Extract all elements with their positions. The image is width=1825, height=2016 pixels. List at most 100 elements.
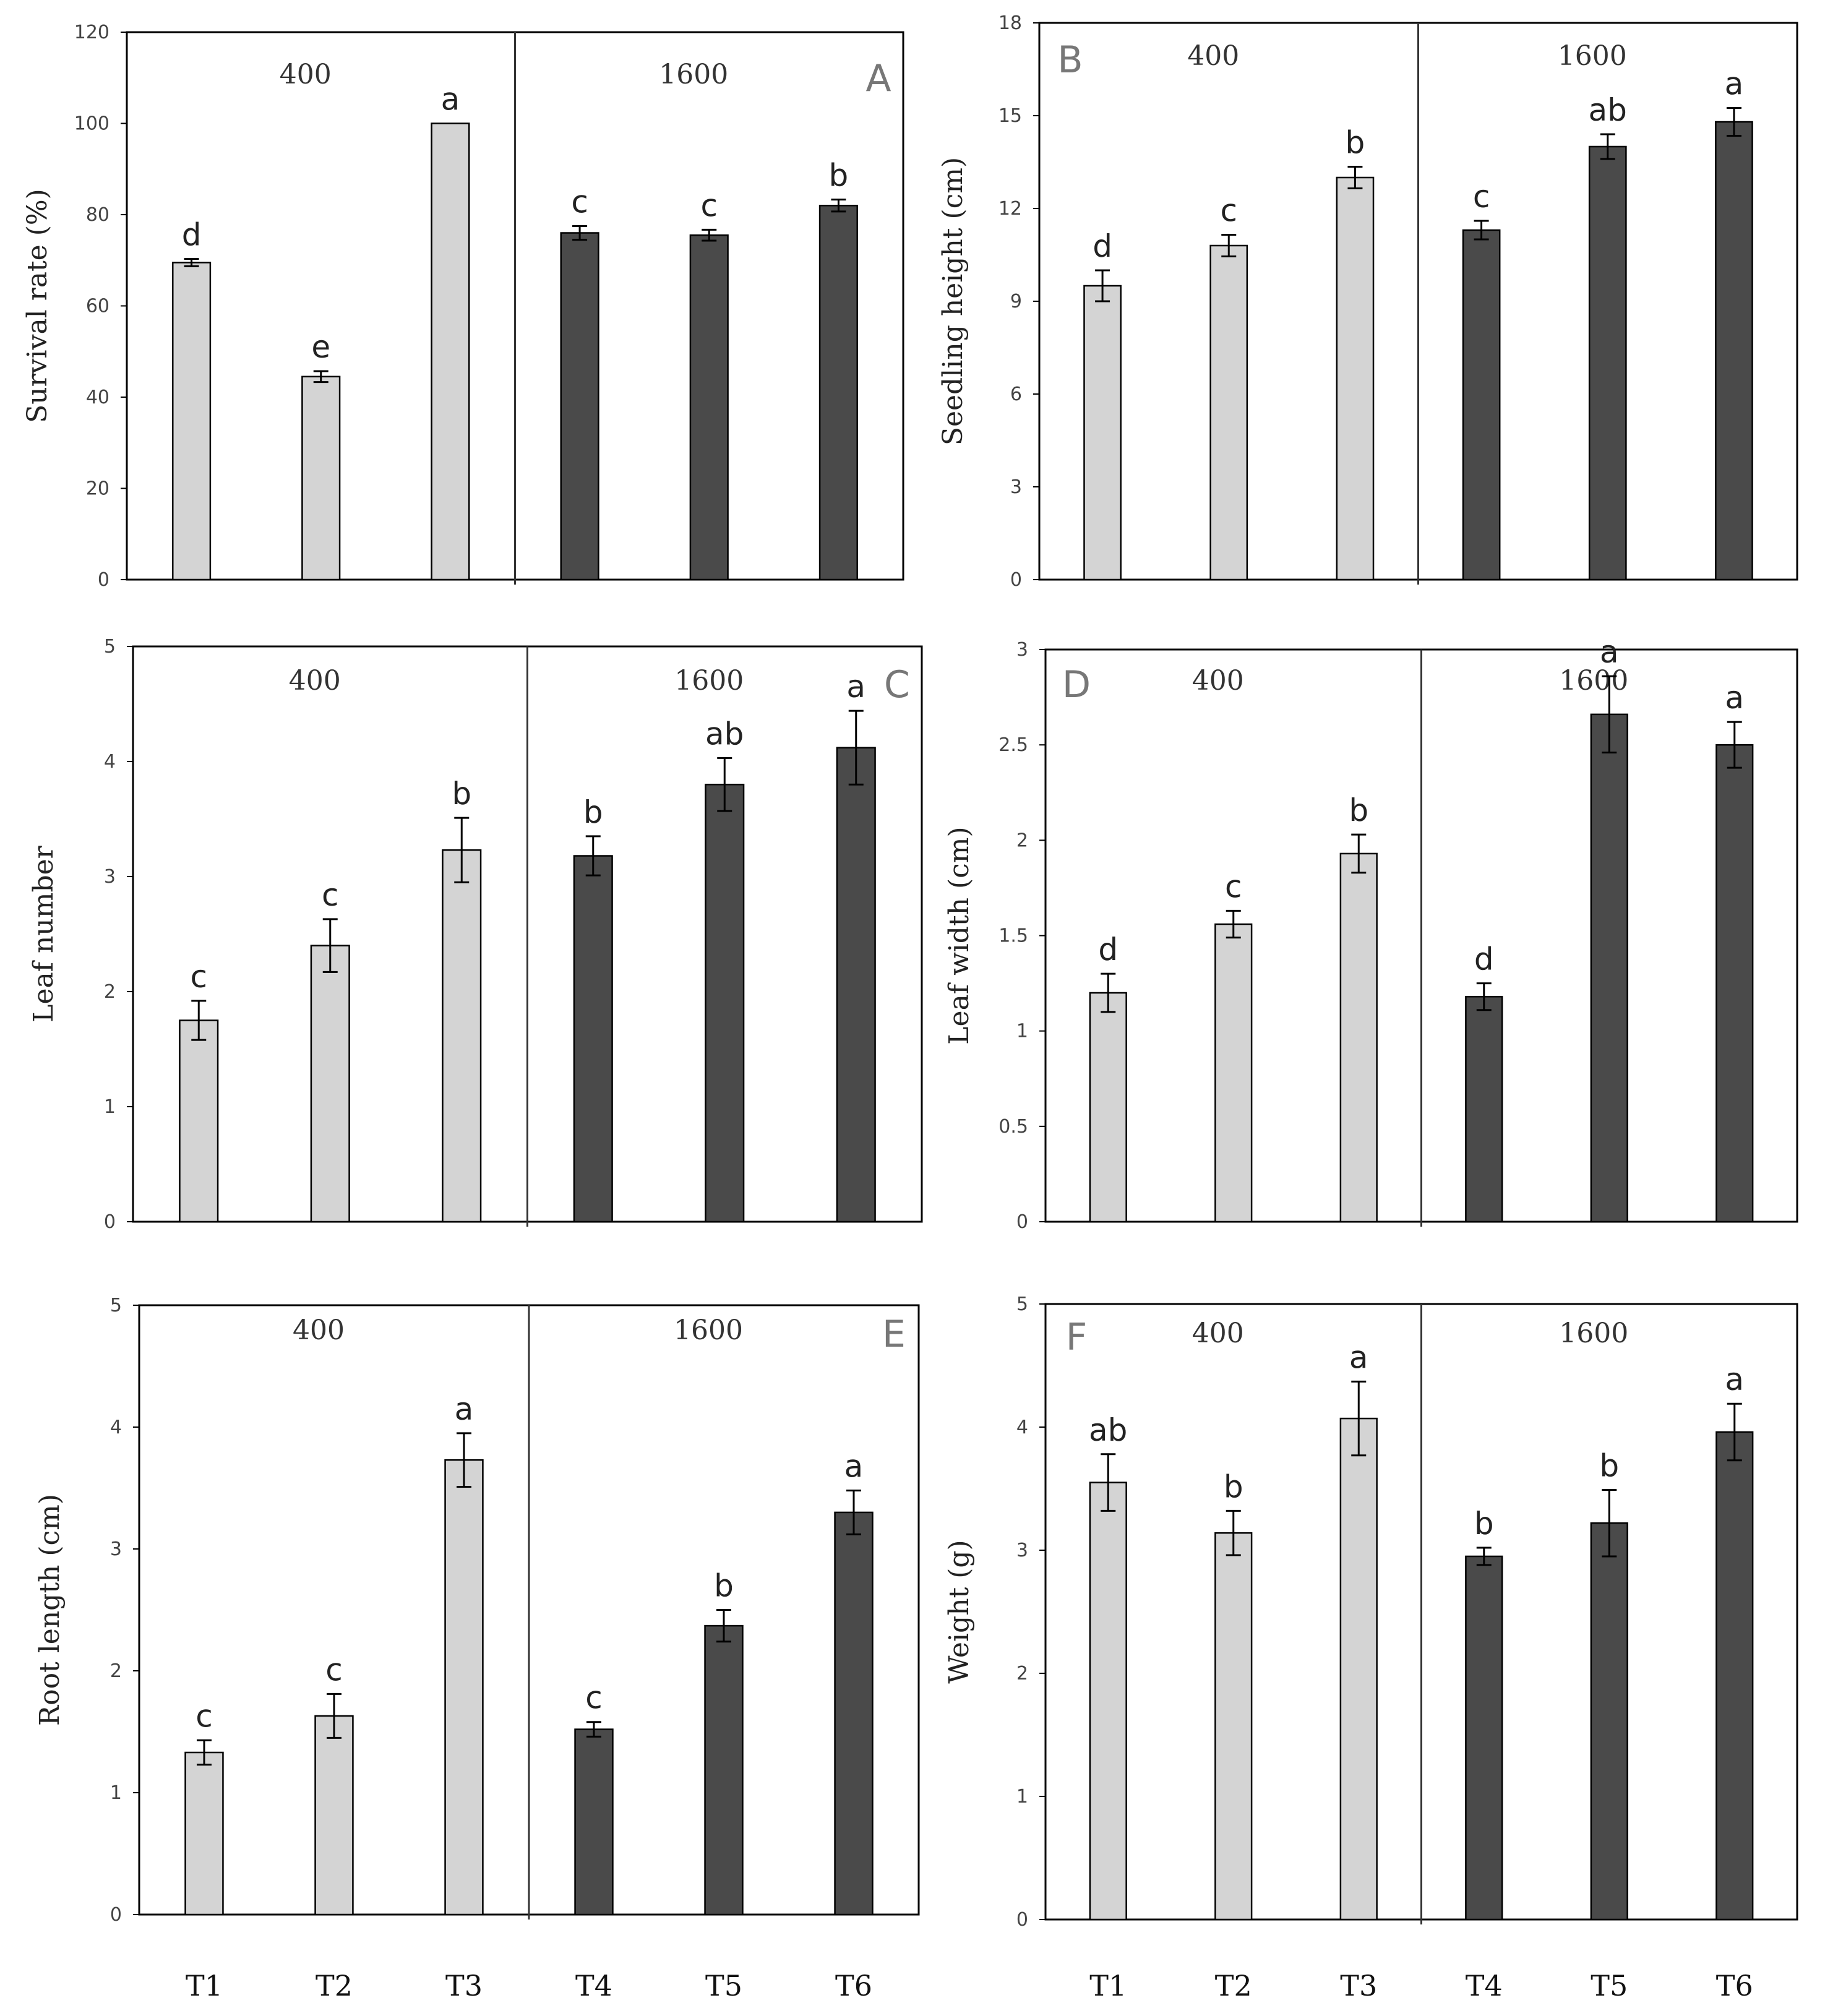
y-tick-label: 3	[104, 866, 116, 888]
x-category-label: T1	[1089, 1969, 1127, 2002]
significance-letter: b	[714, 1568, 734, 1604]
y-tick-label: 20	[86, 478, 110, 500]
significance-letter: a	[1600, 634, 1619, 670]
bar-t4	[573, 855, 613, 1223]
significance-letter: ab	[1089, 1412, 1127, 1448]
y-tick-label: 60	[86, 296, 110, 317]
significance-letter: a	[844, 1448, 864, 1484]
y-tick-label: 15	[998, 105, 1022, 127]
bar-t6	[1716, 744, 1754, 1223]
bar-t1	[1089, 992, 1127, 1223]
bar-t4	[574, 1728, 614, 1916]
y-axis-label: Seedling height (cm)	[937, 157, 969, 445]
significance-letter: a	[1725, 1362, 1744, 1397]
panel-letter: E	[882, 1313, 906, 1356]
bar-t5	[689, 234, 729, 581]
bar-t5	[705, 783, 745, 1223]
significance-letter: c	[1221, 193, 1238, 229]
bar-t2	[1209, 244, 1248, 581]
chart-panel-d: 0 0.5 1 1.5 2 2.5 3 Leaf width (cm) 400 1600 Dd c b d…	[943, 634, 1798, 1233]
y-tick-label: 2.5	[998, 734, 1028, 756]
bar-t3	[1339, 1417, 1378, 1921]
bar-t6	[1715, 121, 1753, 581]
group-label-400: 400	[289, 665, 341, 697]
y-tick-label: 5	[110, 1295, 122, 1316]
y-tick-label: 0	[1016, 1211, 1028, 1233]
significance-letter: c	[195, 1698, 213, 1734]
significance-letter: d	[182, 217, 202, 253]
bar-t2	[314, 1715, 354, 1916]
significance-letter: a	[455, 1391, 474, 1427]
group-label-1600: 1600	[1559, 665, 1628, 697]
x-category-label: T6	[1716, 1969, 1753, 2002]
significance-letter: b	[1349, 792, 1368, 828]
group-label-1600: 1600	[659, 59, 728, 90]
significance-letter: a	[1349, 1339, 1368, 1375]
y-tick-label: 4	[1016, 1417, 1028, 1438]
significance-letter: d	[1098, 932, 1118, 967]
significance-letter: c	[701, 187, 718, 223]
bar-t2	[1214, 1532, 1253, 1921]
y-tick-label: 9	[1010, 291, 1022, 312]
x-category-label: T3	[1340, 1969, 1377, 2002]
significance-letter: b	[829, 158, 849, 194]
bar-t1	[179, 1019, 219, 1223]
y-tick-label: 0	[1016, 1909, 1028, 1931]
group-label-400: 400	[1187, 40, 1239, 72]
panel-letter: B	[1057, 38, 1083, 82]
bar-t2	[310, 945, 350, 1223]
x-category-label: T5	[705, 1969, 742, 2002]
y-tick-label: 0	[98, 569, 110, 591]
y-tick-label: 1	[1016, 1021, 1028, 1042]
bar-t4	[560, 232, 599, 581]
group-label-1600: 1600	[1558, 40, 1627, 72]
y-tick-label: 1	[104, 1096, 116, 1118]
bar-t6	[1716, 1431, 1754, 1921]
y-tick-label: 0	[110, 1904, 122, 1926]
chart-panel-e: 0 1 2 3 4 5 Root length (cm) 400 1600 Ec c a c b a T1 T2…	[34, 1295, 920, 2002]
y-tick-label: 1.5	[998, 925, 1028, 947]
bar-t1	[172, 262, 212, 581]
bar-t5	[1590, 713, 1628, 1223]
y-tick-label: 2	[110, 1660, 122, 1682]
y-tick-label: 1	[1016, 1786, 1028, 1808]
x-category-label: T3	[445, 1969, 483, 2002]
y-tick-label: 0.5	[998, 1116, 1028, 1138]
significance-letter: e	[311, 329, 330, 365]
significance-letter: a	[1725, 680, 1744, 716]
chart-panel-c: 0 1 2 3 4 5 Leaf number 400 1600 Cc c b b ab a	[28, 636, 923, 1233]
significance-letter: b	[1224, 1469, 1243, 1504]
bar-t6	[836, 747, 876, 1223]
y-tick-label: 12	[998, 198, 1022, 220]
y-tick-label: 4	[110, 1417, 122, 1438]
bar-t3	[444, 1459, 484, 1916]
y-axis-label: Leaf width (cm)	[943, 826, 975, 1044]
significance-letter: c	[322, 877, 339, 913]
bar-t3	[431, 122, 470, 581]
y-tick-label: 0	[1010, 569, 1022, 591]
bar-t5	[1590, 1522, 1628, 1921]
group-label-400: 400	[293, 1315, 345, 1346]
group-label-1600: 1600	[674, 665, 744, 697]
x-category-label: T2	[1215, 1969, 1252, 2002]
y-tick-label: 3	[1016, 639, 1028, 661]
significance-letter: a	[441, 82, 460, 118]
x-category-label: T4	[1466, 1969, 1503, 2002]
y-tick-label: 120	[74, 22, 110, 43]
significance-letter: ab	[705, 716, 744, 752]
bar-t6	[818, 205, 858, 581]
y-axis-label: Leaf number	[28, 845, 59, 1022]
bar-t5	[1588, 145, 1627, 581]
group-label-1600: 1600	[1559, 1318, 1628, 1349]
group-label-1600: 1600	[674, 1315, 743, 1346]
y-tick-label: 100	[74, 113, 110, 135]
panel-letter: D	[1062, 663, 1091, 706]
significance-letter: c	[325, 1652, 343, 1688]
y-tick-label: 80	[86, 204, 110, 226]
y-tick-label: 2	[1016, 1663, 1028, 1684]
bar-t1	[1083, 285, 1122, 581]
panel-letter: C	[884, 663, 910, 706]
significance-letter: b	[452, 776, 471, 812]
